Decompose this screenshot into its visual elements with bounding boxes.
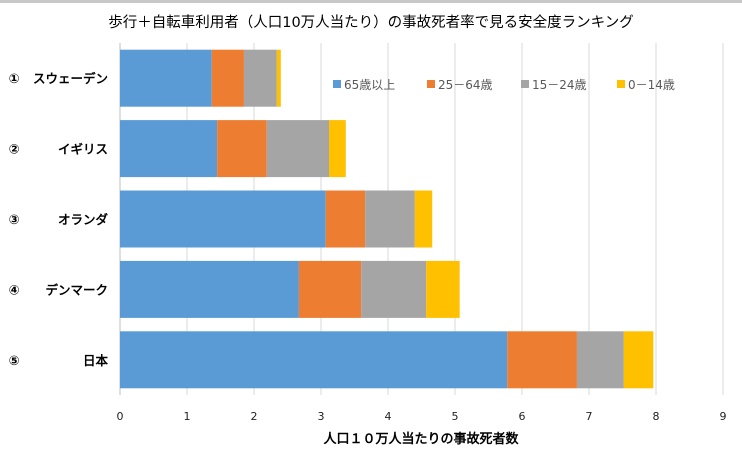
- rank-label: ⑤: [8, 354, 19, 369]
- bar-segment-1: [325, 190, 366, 248]
- bar-segment-0: [120, 120, 218, 178]
- country-label: スウェーデン: [33, 71, 108, 86]
- legend-swatch: [333, 80, 341, 88]
- bar-segment-3: [414, 190, 433, 248]
- x-tick-label: 9: [720, 410, 727, 423]
- x-tick-label: 8: [653, 410, 660, 423]
- x-tick-label: 4: [385, 410, 392, 423]
- legend-label: 15－24歳: [532, 78, 587, 92]
- chart-title: 歩行＋自転車利用者（人口10万人当たり）の事故死者率で見る安全度ランキング: [108, 13, 634, 31]
- x-tick-label: 2: [251, 410, 258, 423]
- country-label: デンマーク: [45, 282, 108, 297]
- bar-segment-1: [298, 260, 362, 318]
- rank-label: ①: [8, 72, 19, 87]
- bar-segment-3: [329, 120, 346, 178]
- bar-segment-1: [507, 331, 577, 389]
- x-tick-label: 3: [318, 410, 325, 423]
- rank-label: ③: [8, 213, 19, 228]
- bar-segment-0: [120, 260, 299, 318]
- bar-segment-0: [120, 190, 326, 248]
- bar-segment-1: [217, 120, 267, 178]
- x-tick-label: 5: [452, 410, 459, 423]
- legend-label: 65歳以上: [344, 78, 395, 92]
- x-tick-label: 6: [519, 410, 526, 423]
- legend-swatch: [617, 80, 625, 88]
- bar-segment-0: [120, 331, 508, 389]
- bar-segment-3: [426, 260, 460, 318]
- bar-segment-0: [120, 49, 212, 107]
- legend-swatch: [521, 80, 529, 88]
- legend-label: 0－14歳: [628, 78, 675, 92]
- bar-segment-2: [576, 331, 624, 389]
- country-label: イギリス: [58, 142, 108, 157]
- country-label: 日本: [83, 353, 109, 368]
- bar-segment-1: [211, 49, 244, 107]
- x-tick-label: 0: [117, 410, 124, 423]
- bar-segment-2: [266, 120, 330, 178]
- bar-segment-3: [623, 331, 654, 389]
- bar-segment-2: [361, 260, 427, 318]
- country-label: オランダ: [58, 212, 109, 227]
- x-tick-label: 7: [586, 410, 593, 423]
- bar-segment-2: [365, 190, 415, 248]
- legend-swatch: [427, 80, 435, 88]
- x-axis-label: 人口１０万人当たりの事故死者数: [323, 431, 519, 447]
- legend-label: 25－64歳: [438, 78, 493, 92]
- rank-label: ④: [8, 283, 19, 298]
- rank-label: ②: [8, 143, 19, 158]
- bar-segment-2: [243, 49, 277, 107]
- bar-segment-3: [276, 49, 281, 107]
- x-tick-label: 1: [184, 410, 191, 423]
